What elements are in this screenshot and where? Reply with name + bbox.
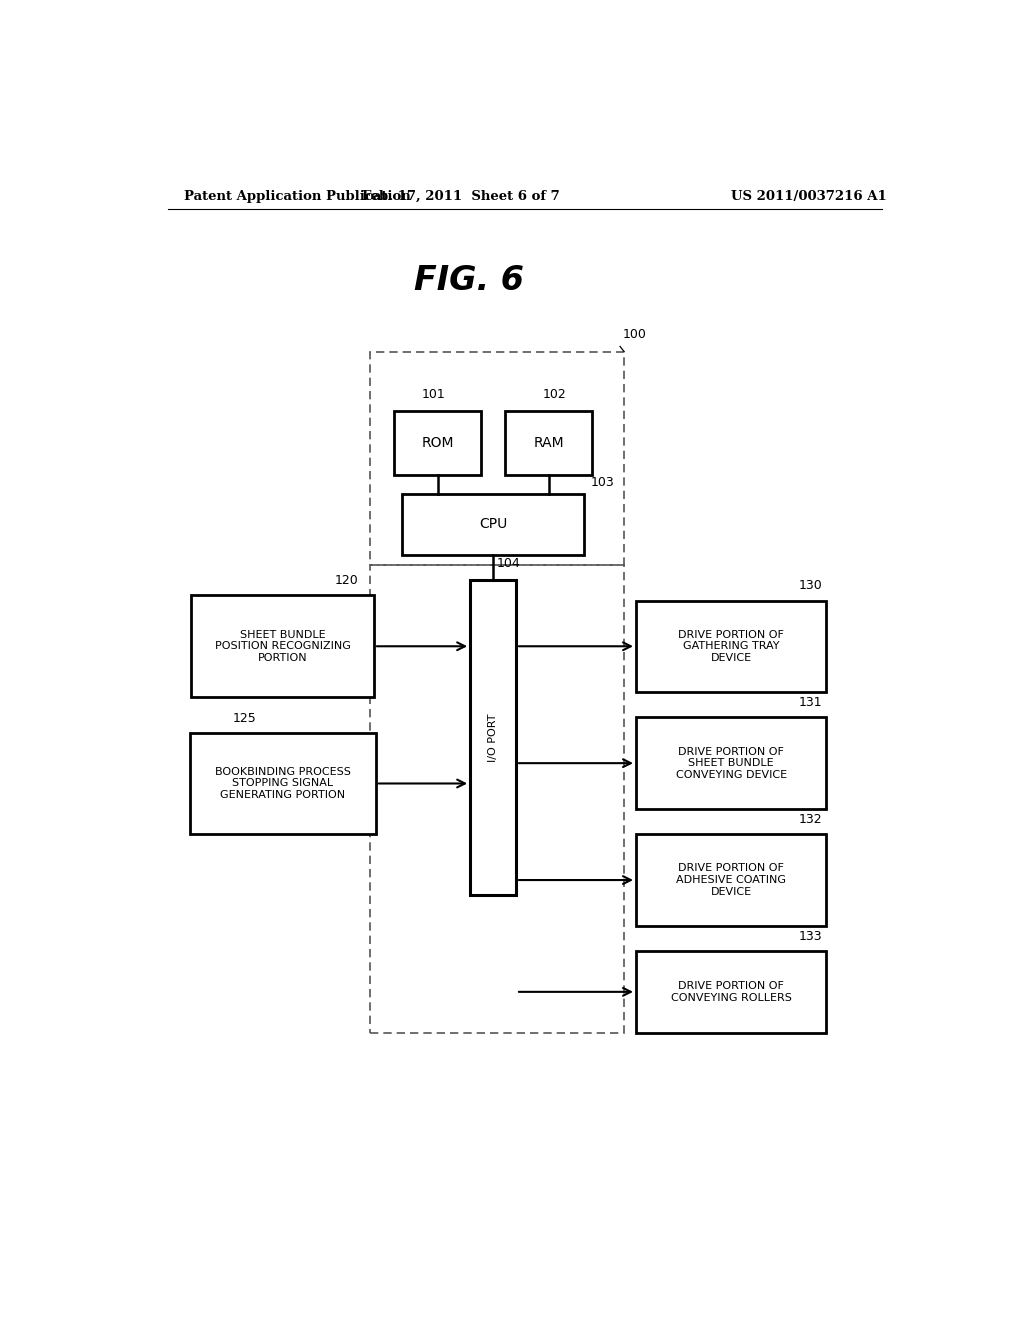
Text: DRIVE PORTION OF
GATHERING TRAY
DEVICE: DRIVE PORTION OF GATHERING TRAY DEVICE	[678, 630, 784, 663]
Text: FIG. 6: FIG. 6	[415, 264, 524, 297]
Text: 102: 102	[543, 388, 567, 401]
Bar	[636, 952, 826, 1032]
Text: 125: 125	[233, 711, 257, 725]
Text: DRIVE PORTION OF
ADHESIVE COATING
DEVICE: DRIVE PORTION OF ADHESIVE COATING DEVICE	[676, 863, 786, 896]
Text: RAM: RAM	[534, 436, 564, 450]
Bar	[370, 565, 624, 1032]
Bar	[505, 412, 592, 474]
Text: 120: 120	[334, 574, 358, 587]
Bar	[191, 595, 374, 697]
Text: 104: 104	[497, 557, 521, 570]
Bar	[189, 733, 376, 834]
Text: 103: 103	[591, 475, 614, 488]
Text: SHEET BUNDLE
POSITION RECOGNIZING
PORTION: SHEET BUNDLE POSITION RECOGNIZING PORTIO…	[215, 630, 350, 663]
Bar	[636, 718, 826, 809]
Text: DRIVE PORTION OF
SHEET BUNDLE
CONVEYING DEVICE: DRIVE PORTION OF SHEET BUNDLE CONVEYING …	[676, 747, 786, 780]
Text: I/O PORT: I/O PORT	[488, 714, 498, 762]
Bar	[470, 581, 516, 895]
Text: 100: 100	[623, 329, 646, 342]
Text: BOOKBINDING PROCESS
STOPPING SIGNAL
GENERATING PORTION: BOOKBINDING PROCESS STOPPING SIGNAL GENE…	[215, 767, 350, 800]
Text: 132: 132	[799, 813, 822, 826]
Text: US 2011/0037216 A1: US 2011/0037216 A1	[731, 190, 887, 202]
Text: DRIVE PORTION OF
CONVEYING ROLLERS: DRIVE PORTION OF CONVEYING ROLLERS	[671, 981, 792, 1003]
Text: ROM: ROM	[421, 436, 454, 450]
Text: 130: 130	[799, 579, 822, 593]
Bar	[394, 412, 481, 474]
Bar	[370, 351, 624, 565]
Bar	[636, 834, 826, 925]
Bar	[401, 494, 585, 554]
Text: 131: 131	[799, 696, 822, 709]
Bar	[636, 601, 826, 692]
Text: CPU: CPU	[479, 517, 507, 532]
Text: Patent Application Publication: Patent Application Publication	[183, 190, 411, 202]
Text: Feb. 17, 2011  Sheet 6 of 7: Feb. 17, 2011 Sheet 6 of 7	[362, 190, 560, 202]
Text: 133: 133	[799, 931, 822, 942]
Text: 101: 101	[422, 388, 445, 401]
